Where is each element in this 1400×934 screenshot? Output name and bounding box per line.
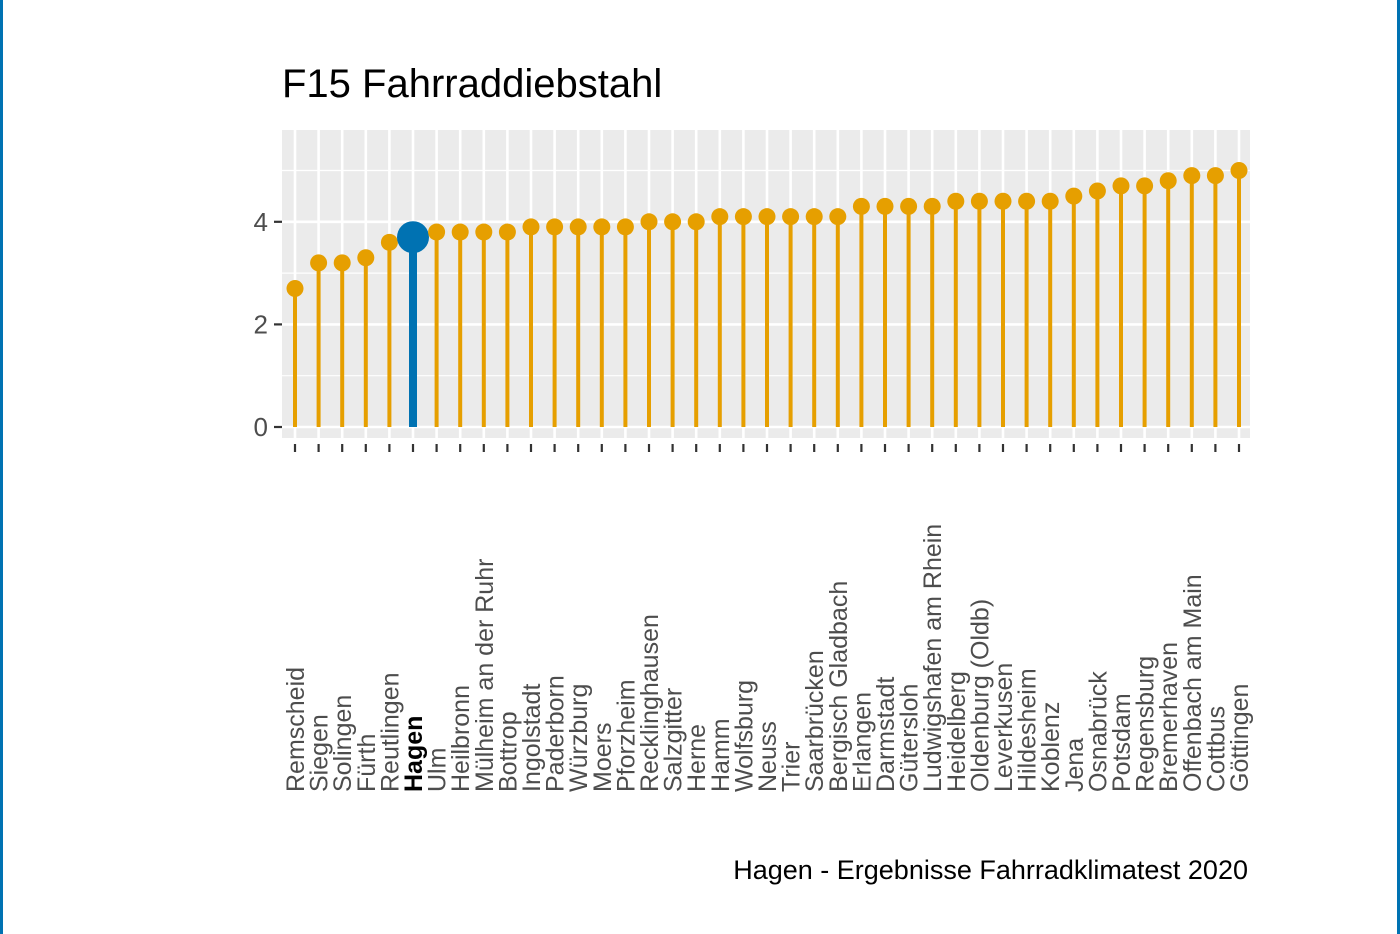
chart-title: F15 Fahrraddiebstahl: [282, 62, 663, 106]
x-tick-label: Ingolstadt: [518, 684, 546, 792]
lollipop-point: [569, 218, 587, 236]
x-tick-label: Darmstadt: [872, 677, 900, 792]
x-tick-label: Koblenz: [1037, 702, 1065, 792]
x-tick-label: Ulm: [424, 748, 452, 792]
lollipop-point: [994, 192, 1012, 210]
lollipop-point: [1136, 177, 1154, 195]
lollipop-point: [1112, 177, 1130, 195]
lollipop-point: [522, 218, 540, 236]
x-tick-label: Reutlingen: [376, 672, 404, 792]
lollipop-point: [876, 197, 894, 215]
x-tick-label: Pforzheim: [612, 679, 640, 792]
x-tick-label: Erlangen: [848, 692, 876, 792]
x-tick-label: Würzburg: [565, 684, 593, 792]
x-tick-label: Trier: [778, 742, 806, 792]
lollipop-point: [782, 208, 800, 226]
x-tick-label: Mülheim an der Ruhr: [471, 559, 499, 792]
lollipop-point: [1088, 182, 1106, 200]
lollipop-point: [687, 213, 705, 231]
x-tick-label: Leverkusen: [990, 663, 1018, 792]
x-tick-label: Neuss: [754, 721, 782, 792]
lollipop-point: [428, 223, 446, 241]
lollipop-point: [758, 208, 776, 226]
lollipop-point: [498, 223, 516, 241]
lollipop-point: [333, 254, 351, 272]
lollipop-point: [593, 218, 611, 236]
x-tick-label: Remscheid: [282, 667, 310, 792]
lollipop-point: [1018, 192, 1036, 210]
lollipop-point: [711, 208, 729, 226]
lollipop-point: [805, 208, 823, 226]
x-tick-label: Fürth: [353, 734, 381, 792]
x-tick-label: Heilbronn: [447, 685, 475, 792]
x-tick-label: Ludwigshafen am Rhein: [919, 524, 947, 792]
lollipop-point: [475, 223, 493, 241]
x-tick-label: Göttingen: [1226, 684, 1254, 792]
lollipop-point: [451, 223, 469, 241]
lollipop-point: [1183, 167, 1201, 185]
x-tick-label: Hildesheim: [1014, 668, 1042, 792]
x-tick-label: Bremerhaven: [1155, 642, 1183, 792]
lollipop-point: [397, 221, 429, 254]
lollipop-point: [1230, 162, 1248, 179]
lollipop-point: [1159, 172, 1177, 190]
x-tick-label: Gütersloh: [896, 684, 924, 792]
lollipop-point: [947, 192, 965, 210]
lollipop-point: [923, 197, 941, 215]
x-tick-label: Wolfsburg: [730, 680, 758, 792]
x-tick-label: Potsdam: [1108, 693, 1136, 792]
x-tick-label: Cottbus: [1202, 706, 1230, 792]
x-tick-label: Solingen: [329, 695, 357, 792]
x-tick-label: Bottrop: [494, 711, 522, 792]
y-tick-label: 0: [254, 412, 268, 442]
x-tick-label: Oldenburg (Oldb): [966, 599, 994, 792]
lollipop-point: [640, 213, 658, 231]
lollipop-point: [1041, 192, 1059, 210]
lollipop-point: [970, 192, 988, 210]
lollipop-point: [734, 208, 752, 226]
lollipop-point: [286, 279, 304, 297]
x-tick-label: Siegen: [306, 714, 334, 792]
x-tick-label: Paderborn: [542, 675, 570, 792]
lollipop-point: [380, 233, 398, 251]
chart-caption: Hagen - Ergebnisse Fahrradklimatest 2020: [733, 855, 1248, 885]
x-tick-label: Bergisch Gladbach: [825, 581, 853, 792]
lollipop-point: [1206, 167, 1224, 185]
x-tick-label: Regensburg: [1132, 656, 1160, 792]
x-tick-label: Recklinghausen: [636, 614, 664, 792]
lollipop-point: [546, 218, 564, 236]
x-tick-label: Hamm: [707, 718, 735, 792]
x-tick-label: Salzgitter: [660, 688, 688, 792]
x-tick-label: Osnabrück: [1084, 671, 1112, 792]
lollipop-point: [664, 213, 682, 231]
x-tick-label: Heidelberg: [943, 671, 971, 792]
x-tick-label: Jena: [1061, 738, 1089, 792]
lollipop-point: [829, 208, 847, 226]
lollipop-point: [357, 249, 375, 267]
x-tick-label: Hagen: [400, 716, 428, 792]
y-tick-label: 4: [254, 207, 268, 237]
x-tick-label: Moers: [589, 723, 617, 792]
lollipop-point: [1065, 187, 1083, 205]
x-tick-label: Saarbrücken: [801, 650, 829, 792]
x-tick-label: Herne: [683, 724, 711, 792]
lollipop-point: [616, 218, 634, 236]
lollipop-point: [310, 254, 328, 272]
x-tick-label: Offenbach am Main: [1179, 574, 1207, 792]
y-tick-label: 2: [254, 309, 268, 339]
lollipop-point: [900, 197, 918, 215]
lollipop-point: [852, 197, 870, 215]
